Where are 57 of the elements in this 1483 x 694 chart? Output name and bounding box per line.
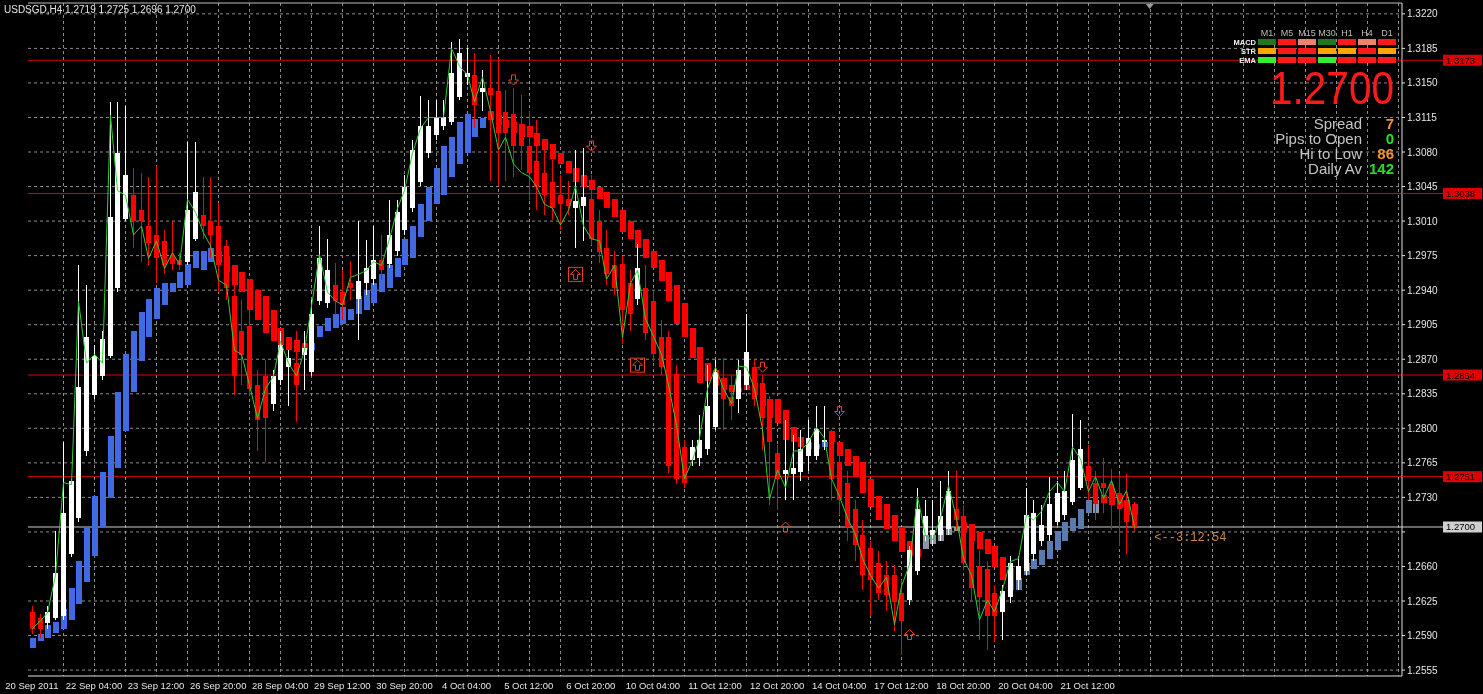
- x-tick-label: 18 Oct 20:00: [936, 680, 991, 691]
- x-tick-label: 4 Oct 04:00: [442, 680, 492, 691]
- data-label: 7: [1385, 115, 1394, 132]
- category-label: Spread: [1313, 115, 1362, 132]
- y-tick-label: 1.2555: [1407, 664, 1439, 676]
- ref-line-label: 1.2700: [1446, 521, 1476, 533]
- y-tick-label: 1.3115: [1407, 111, 1438, 123]
- ref-line-label: 1.2854: [1446, 369, 1476, 381]
- y-tick-label: 1.2590: [1407, 630, 1439, 642]
- category-label: M15: [1298, 28, 1316, 38]
- y-tick-label: 1.3010: [1407, 215, 1439, 227]
- category-label: M5: [1280, 28, 1294, 38]
- x-tick-label: 29 Sep 12:00: [314, 680, 371, 691]
- y-tick-label: 1.2730: [1407, 491, 1439, 503]
- x-tick-label: 17 Oct 12:00: [874, 680, 929, 691]
- x-tick-label: 23 Sep 12:00: [127, 680, 185, 691]
- x-tick-label: 21 Oct 12:00: [1060, 680, 1115, 691]
- category-label: M30: [1318, 28, 1336, 38]
- category-label: D1: [1381, 28, 1393, 38]
- x-tick-label: 10 Oct 04:00: [625, 680, 681, 691]
- x-tick-label: 30 Sep 20:00: [376, 680, 433, 691]
- y-tick-label: 1.2975: [1407, 250, 1439, 262]
- y-tick-label: 1.3045: [1407, 181, 1439, 193]
- category-label: H4: [1361, 28, 1373, 38]
- y-tick-label: 1.3185: [1407, 42, 1439, 54]
- y-tick-label: 1.3220: [1407, 8, 1439, 20]
- x-tick-label: 22 Sep 04:00: [65, 680, 123, 691]
- y-tick-label: 1.3080: [1407, 146, 1439, 158]
- x-tick-label: 20 Sep 2011: [5, 680, 59, 691]
- text: <--3:12:54: [1154, 530, 1227, 545]
- y-tick-label: 1.2870: [1407, 353, 1439, 365]
- data-label: 86: [1377, 145, 1394, 162]
- y-tick-label: 1.3150: [1407, 77, 1439, 89]
- x-tick-label: 6 Oct 20:00: [566, 680, 616, 691]
- x-tick-label: 20 Oct 04:00: [998, 680, 1053, 691]
- y-tick-label: 1.2625: [1407, 595, 1439, 607]
- ref-line-label: 1.3173: [1446, 54, 1476, 66]
- x-tick-label: 12 Oct 20:00: [749, 680, 805, 691]
- x-tick-label: 11 Oct 12:00: [688, 680, 742, 691]
- y-tick-label: 1.2765: [1407, 457, 1439, 469]
- category-label: H1: [1341, 28, 1353, 38]
- chart-title: USDSGD,H4 1.2719 1.2725 1.2696 1.2700: [4, 4, 197, 15]
- category-label: Daily Av: [1308, 160, 1363, 177]
- ref-line-label: 1.3038: [1446, 187, 1476, 199]
- y-tick-label: 1.2835: [1407, 388, 1439, 400]
- y-tick-label: 1.2940: [1407, 284, 1439, 296]
- y-tick-label: 1.2800: [1407, 422, 1439, 434]
- x-tick-label: 5 Oct 12:00: [504, 680, 554, 691]
- ref-line-label: 1.2751: [1446, 471, 1476, 483]
- category-label: M1: [1260, 28, 1274, 38]
- y-tick-label: 1.2905: [1407, 319, 1439, 331]
- x-tick-label: 26 Sep 20:00: [189, 680, 247, 691]
- y-tick-label: 1.2660: [1407, 560, 1439, 572]
- x-tick-label: 14 Oct 04:00: [812, 680, 867, 691]
- x-tick-label: 28 Sep 04:00: [252, 680, 309, 691]
- data-label: 142: [1368, 160, 1394, 177]
- data-label: 0: [1385, 130, 1394, 147]
